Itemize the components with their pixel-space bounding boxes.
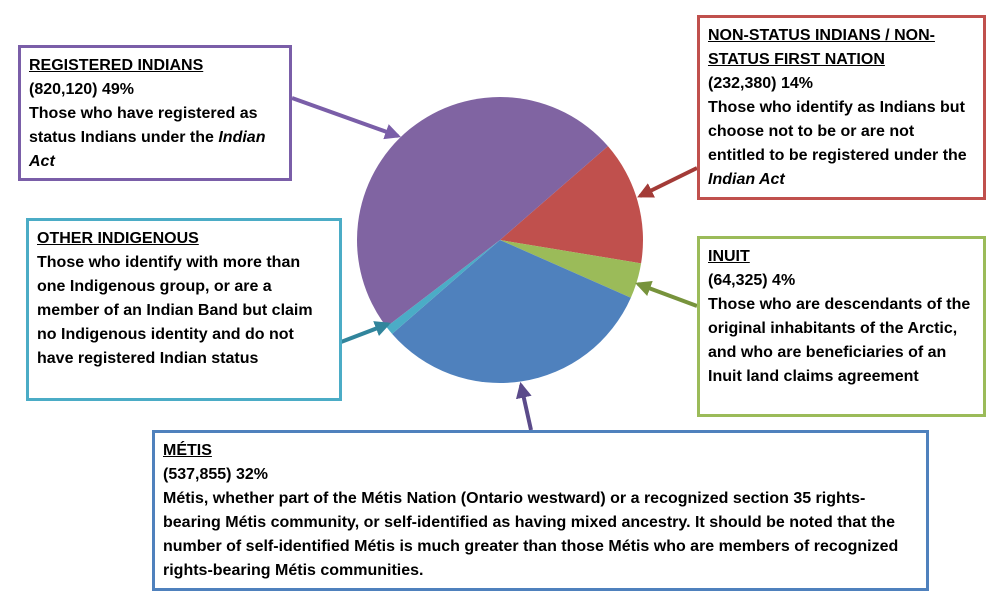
description: Those who have registered as status Indi… — [29, 102, 281, 174]
value-label: (232,380) 14% — [708, 75, 813, 92]
callout-title: REGISTERED INDIANS — [29, 57, 204, 74]
description-text: Those who identify as Indians but choose… — [708, 99, 967, 164]
arrow — [340, 321, 391, 344]
callout-title: MÉTIS — [163, 442, 212, 459]
description: Métis, whether part of the Métis Nation … — [163, 487, 918, 583]
pie-slice — [500, 146, 643, 264]
value-label: (64,325) 4% — [708, 272, 796, 289]
callout-box: MÉTIS (537,855) 32% Métis, whether part of… — [152, 430, 929, 591]
description-text: Those who identify with more than one In… — [37, 254, 313, 367]
description-text: Métis, whether part of the Métis Nation … — [163, 490, 899, 579]
description: Those who identify as Indians but choose… — [708, 96, 975, 192]
pie-slice — [386, 240, 500, 334]
pie-slice — [392, 240, 631, 383]
callout-title: INUIT — [708, 248, 750, 265]
callout-box: INUIT (64,325) 4% Those who are descendant… — [697, 236, 986, 417]
description: Those who identify with more than one In… — [37, 251, 331, 371]
pie-slice — [357, 97, 608, 327]
description-text: Those who are descendants of the origina… — [708, 296, 971, 385]
description-text: Indian Act — [29, 129, 266, 170]
arrow — [515, 381, 533, 431]
value-label: (820,120) 49% — [29, 81, 134, 98]
pie-slice — [500, 240, 642, 298]
description: Those who are descendants of the origina… — [708, 293, 975, 389]
description-text: Those who have registered as status Indi… — [29, 105, 258, 146]
value-label: (537,855) 32% — [163, 466, 268, 483]
callout-title: NON-STATUS INDIANS / NON-STATUS FIRST NA… — [708, 27, 935, 68]
arrow — [635, 280, 698, 308]
callout-title: OTHER INDIGENOUS — [37, 230, 199, 247]
description-text: Indian Act — [708, 171, 785, 188]
callout-box: OTHER INDIGENOUS Those who identify with … — [26, 218, 342, 401]
callout-box: NON-STATUS INDIANS / NON-STATUS FIRST NA… — [697, 15, 986, 200]
arrow — [637, 166, 698, 198]
pie — [357, 97, 643, 383]
callout-box: REGISTERED INDIANS (820,120) 49% Those who… — [18, 45, 292, 181]
arrow — [291, 96, 402, 140]
